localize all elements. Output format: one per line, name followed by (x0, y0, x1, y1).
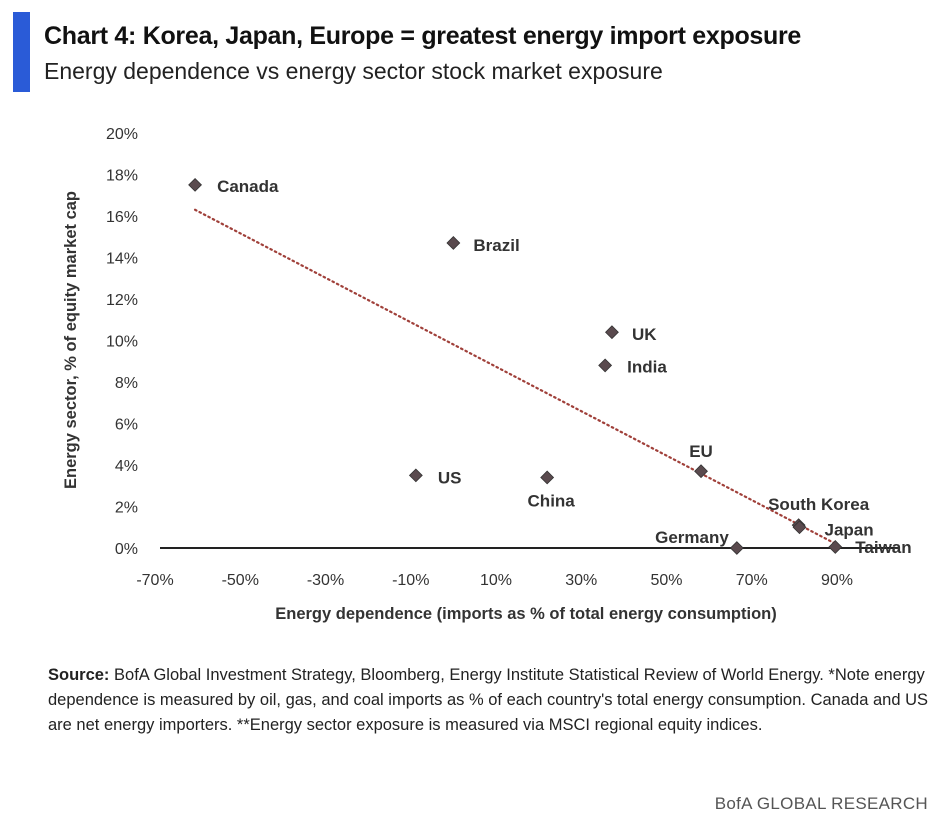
point-label: EU (689, 442, 713, 461)
y-axis-title: Energy sector, % of equity market cap (62, 191, 80, 489)
y-tick-label: 20% (106, 126, 138, 143)
x-tick-label: -30% (307, 572, 344, 589)
x-tick-label: -50% (222, 572, 259, 589)
point-label: UK (632, 325, 657, 344)
x-tick-label: 70% (736, 572, 768, 589)
data-point (188, 177, 202, 192)
y-tick-label: 6% (115, 417, 138, 434)
data-point (408, 468, 423, 483)
data-point (792, 520, 807, 535)
y-tick-label: 12% (106, 292, 138, 309)
chart-title: Chart 4: Korea, Japan, Europe = greatest… (44, 22, 802, 50)
data-point (598, 358, 613, 373)
brand-logo-text: BofA GLOBAL RESEARCH (714, 794, 928, 813)
accent-bar (13, 12, 30, 92)
y-tick-label: 14% (106, 251, 138, 268)
x-axis-title: Energy dependence (imports as % of total… (275, 605, 777, 623)
y-tick-label: 10% (106, 334, 138, 351)
data-point (605, 325, 619, 340)
x-tick-label: -10% (392, 572, 429, 589)
point-label: Brazil (473, 236, 519, 255)
source-note: Source: BofA Global Investment Strategy,… (48, 663, 928, 738)
x-tick-label: 90% (821, 572, 853, 589)
y-tick-label: 0% (115, 541, 138, 558)
point-label: Canada (217, 177, 279, 196)
point-label: India (627, 357, 667, 376)
y-tick-label: 16% (106, 209, 138, 226)
y-tick-label: 4% (115, 458, 138, 475)
trendline (193, 208, 837, 545)
point-label: Taiwan (855, 538, 911, 557)
point-label: Japan (824, 520, 873, 539)
source-label: Source: (48, 666, 110, 684)
point-label: Germany (655, 528, 729, 547)
x-tick-label: 50% (650, 572, 682, 589)
point-label: China (528, 491, 576, 510)
x-tick-label: -70% (136, 572, 173, 589)
y-tick-label: 2% (115, 500, 138, 517)
data-point (828, 540, 843, 554)
data-point (446, 236, 461, 250)
point-label: US (438, 468, 462, 487)
source-text: BofA Global Investment Strategy, Bloombe… (48, 666, 928, 734)
y-tick-label: 8% (115, 375, 138, 392)
point-label: South Korea (768, 495, 870, 514)
data-point (694, 464, 708, 479)
y-tick-label: 18% (106, 168, 138, 185)
chart-subtitle: Energy dependence vs energy sector stock… (44, 58, 663, 84)
x-tick-label: 10% (480, 572, 512, 589)
x-tick-label: 30% (565, 572, 597, 589)
data-point (540, 470, 555, 485)
data-point (729, 541, 744, 555)
